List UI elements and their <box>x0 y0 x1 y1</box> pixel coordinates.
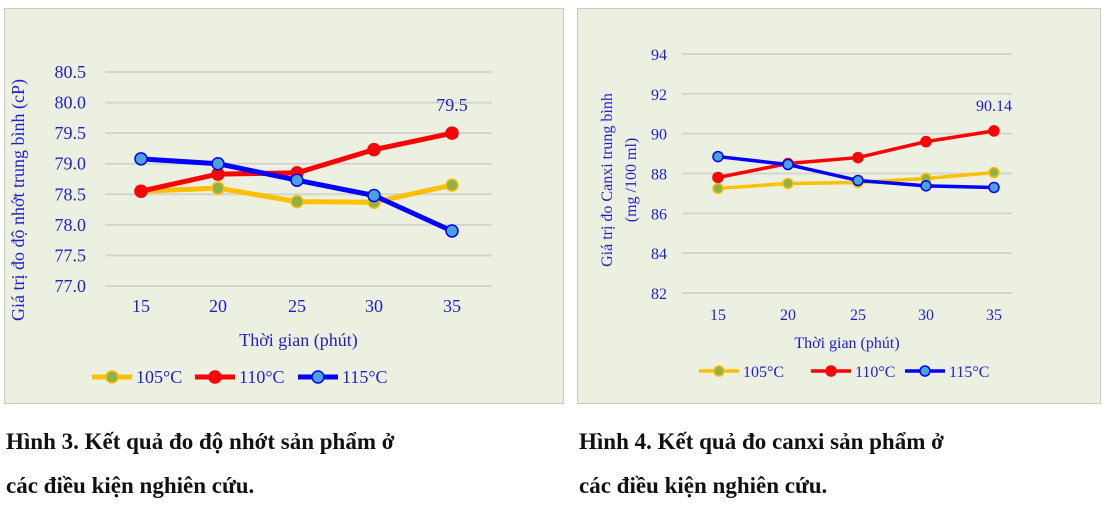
legend-marker <box>105 370 119 384</box>
legend-marker <box>713 365 725 377</box>
x-tick-label: 35 <box>443 296 461 316</box>
data-point <box>852 174 864 187</box>
x-tick-label: 25 <box>288 296 306 316</box>
figure-4-caption: Hình 4. Kết quả đo canxi sản phẩm ở các … <box>579 420 944 508</box>
x-tick-label: 30 <box>365 296 383 316</box>
legend-marker <box>919 365 931 377</box>
y-tick-label: 78.0 <box>55 215 87 235</box>
x-tick-label: 20 <box>780 307 796 324</box>
x-tick-label: 15 <box>132 296 150 316</box>
caption-line: Hình 4. Kết quả đo canxi sản phẩm ở <box>579 429 944 454</box>
data-point <box>211 156 225 171</box>
data-point <box>712 171 724 184</box>
y-tick-label: 86 <box>651 206 667 223</box>
data-point <box>920 180 932 192</box>
x-tick-label: 30 <box>918 307 934 324</box>
data-point <box>988 166 1000 179</box>
y-tick-label: 82 <box>651 286 667 303</box>
x-tick-label: 15 <box>710 307 726 324</box>
data-point <box>445 178 459 192</box>
y-tick-label: 94 <box>651 47 667 64</box>
y-tick-label: 90 <box>651 127 667 144</box>
data-point <box>712 182 724 195</box>
legend-label: 105°C <box>136 367 182 387</box>
x-axis-label: Thời gian (phút) <box>794 335 899 352</box>
data-point <box>211 181 225 195</box>
y-tick-label: 80.0 <box>55 93 87 113</box>
y-tick-label: 78.5 <box>55 184 87 204</box>
legend-label: 115°C <box>949 364 989 381</box>
legend-label: 110°C <box>239 367 285 387</box>
legend-label: 105°C <box>743 364 784 381</box>
chart-panel-calcium <box>577 8 1101 404</box>
data-point <box>367 188 381 203</box>
y-tick-label: 77.0 <box>55 276 87 296</box>
chart-panel-viscosity <box>4 8 564 404</box>
caption-line: các điều kiện nghiên cứu. <box>6 473 255 498</box>
legend-label: 110°C <box>855 364 895 381</box>
data-point <box>445 224 459 238</box>
data-point <box>290 173 304 187</box>
y-axis-label-unit: (mg /100 ml) <box>623 138 640 222</box>
x-tick-label: 25 <box>850 307 866 324</box>
x-axis-label: Thời gian (phút) <box>239 330 358 351</box>
y-tick-label: 77.5 <box>55 245 87 265</box>
data-point <box>852 151 864 164</box>
data-point <box>988 125 1000 137</box>
data-point <box>782 177 794 190</box>
legend-marker <box>208 370 222 384</box>
caption-line: các điều kiện nghiên cứu. <box>579 473 828 498</box>
y-tick-label: 79.0 <box>55 154 87 174</box>
data-point <box>290 194 304 209</box>
y-tick-label: 88 <box>651 167 667 184</box>
data-annotation: 79.5 <box>436 95 468 115</box>
y-tick-label: 79.5 <box>55 123 87 143</box>
legend-marker <box>311 370 325 384</box>
y-axis-label: Giá trị đo Canxi trung bình <box>599 93 616 267</box>
legend-label: 115°C <box>342 367 388 387</box>
data-annotation: 90.14 <box>976 98 1012 115</box>
y-tick-label: 92 <box>651 87 667 104</box>
x-tick-label: 35 <box>986 307 1002 324</box>
y-tick-label: 84 <box>651 246 667 263</box>
y-axis-label: Giá trị đo độ nhớt trung bình (cP) <box>8 79 29 321</box>
y-tick-label: 80.5 <box>55 62 87 82</box>
data-point <box>367 142 381 157</box>
data-point <box>445 126 459 140</box>
x-tick-label: 20 <box>209 296 227 316</box>
data-point <box>712 150 724 163</box>
legend-marker <box>825 365 837 377</box>
data-point <box>782 158 794 171</box>
data-point <box>988 181 1000 194</box>
figure-3-caption: Hình 3. Kết quả đo độ nhớt sản phẩm ở cá… <box>6 420 394 508</box>
data-point <box>134 152 148 166</box>
data-point <box>134 184 148 198</box>
caption-line: Hình 3. Kết quả đo độ nhớt sản phẩm ở <box>6 429 395 454</box>
data-point <box>920 135 932 148</box>
